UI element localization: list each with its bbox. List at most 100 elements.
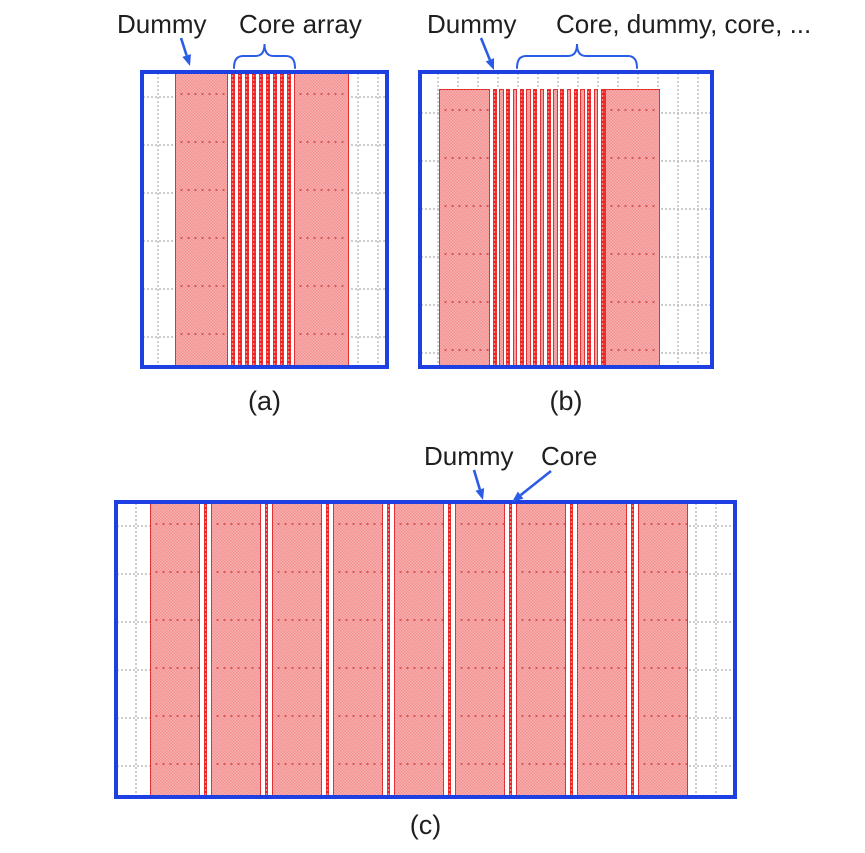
gap-stripe — [634, 504, 638, 795]
gap-stripe — [322, 504, 326, 795]
core-stripe — [573, 89, 578, 365]
label-panel-c-core: Core — [541, 441, 598, 471]
gap-stripe — [490, 89, 493, 365]
gap-stripe — [537, 89, 540, 365]
gap-stripe — [200, 504, 204, 795]
dummy-block — [394, 504, 444, 795]
gap-stripe — [390, 504, 394, 795]
gap-stripe — [451, 504, 455, 795]
gap-stripe — [291, 74, 294, 365]
gap-stripe — [627, 504, 631, 795]
dummy-block — [150, 504, 200, 795]
dummy-block — [175, 74, 228, 365]
gap-stripe — [598, 89, 601, 365]
dummy-block — [526, 89, 531, 365]
dummy-block — [294, 74, 349, 365]
dummy-block — [211, 504, 261, 795]
core-stripe — [506, 89, 510, 365]
gap-stripe — [383, 504, 387, 795]
panel-a-dummy-arrow — [179, 37, 191, 66]
panel-c-chip-layout — [114, 500, 737, 799]
core-stripe — [266, 74, 270, 365]
dummy-block — [499, 89, 504, 365]
gap-stripe — [496, 89, 499, 365]
margin-area — [660, 89, 711, 365]
dummy-block — [577, 504, 627, 795]
gap-stripe — [571, 89, 574, 365]
core-stripe — [448, 504, 451, 795]
panel-b-fill-row — [422, 89, 710, 365]
gap-stripe — [566, 504, 570, 795]
gap-stripe — [261, 504, 265, 795]
gap-stripe — [523, 89, 526, 365]
dummy-block — [553, 89, 558, 365]
dummy-block — [272, 504, 322, 795]
core-stripe — [570, 504, 573, 795]
label-panel-b-dummy: Dummy — [427, 9, 517, 39]
gap-stripe — [577, 89, 580, 365]
label-panel-a-dummy: Dummy — [117, 9, 207, 39]
gap-stripe — [573, 504, 577, 795]
dummy-block — [512, 89, 517, 365]
margin-area — [349, 74, 385, 365]
gap-stripe — [242, 74, 245, 365]
panel-b-dummy-arrow — [479, 37, 495, 70]
core-stripe — [546, 89, 551, 365]
panel-c-fill-row — [118, 504, 733, 795]
core-stripe — [252, 74, 256, 365]
gap-stripe — [544, 89, 547, 365]
caption-c: (c) — [409, 810, 442, 840]
gap-stripe — [235, 74, 238, 365]
dummy-block — [439, 89, 490, 365]
panel-a-chip-layout — [140, 70, 389, 369]
gap-stripe — [591, 89, 594, 365]
dummy-block — [638, 504, 688, 795]
core-stripe — [265, 504, 268, 795]
dummy-block — [604, 89, 660, 365]
gap-stripe — [329, 504, 333, 795]
label-panel-b-pattern: Core, dummy, core, ... — [556, 9, 812, 39]
core-stripe — [280, 74, 284, 365]
gap-stripe — [284, 74, 287, 365]
label-panel-a-core-array: Core array — [239, 9, 362, 39]
panel-c-core-arrow — [512, 469, 552, 502]
gap-stripe — [444, 504, 448, 795]
core-stripe — [259, 74, 263, 365]
dummy-block — [455, 504, 505, 795]
core-stripe — [238, 74, 242, 365]
gap-stripe — [557, 89, 560, 365]
core-stripe — [631, 504, 634, 795]
gap-stripe — [207, 504, 211, 795]
core-stripe — [287, 74, 291, 365]
dummy-block — [539, 89, 544, 365]
core-stripe — [509, 504, 512, 795]
gap-stripe — [505, 504, 509, 795]
dummy-block — [516, 504, 566, 795]
label-panel-c-dummy: Dummy — [424, 441, 514, 471]
caption-a: (a) — [248, 386, 281, 416]
dummy-block — [333, 504, 383, 795]
gap-stripe — [530, 89, 533, 365]
gap-stripe — [584, 89, 587, 365]
core-stripe — [387, 504, 390, 795]
core-stripe — [533, 89, 537, 365]
gap-stripe — [564, 89, 567, 365]
core-stripe — [326, 504, 329, 795]
core-stripe — [245, 74, 249, 365]
core-stripe — [231, 74, 235, 365]
panel-c-dummy-arrow — [472, 469, 485, 500]
margin-area — [422, 89, 439, 365]
gap-stripe — [249, 74, 252, 365]
gap-stripe — [550, 89, 553, 365]
core-stripe — [560, 89, 564, 365]
gap-stripe — [512, 504, 516, 795]
gap-stripe — [263, 74, 266, 365]
margin-area — [144, 74, 175, 365]
panel-a-core-array-brace — [233, 43, 296, 69]
margin-area — [118, 504, 150, 795]
core-stripe — [519, 89, 524, 365]
gap-stripe — [517, 89, 520, 365]
gap-stripe — [228, 74, 231, 365]
dummy-block — [580, 89, 585, 365]
